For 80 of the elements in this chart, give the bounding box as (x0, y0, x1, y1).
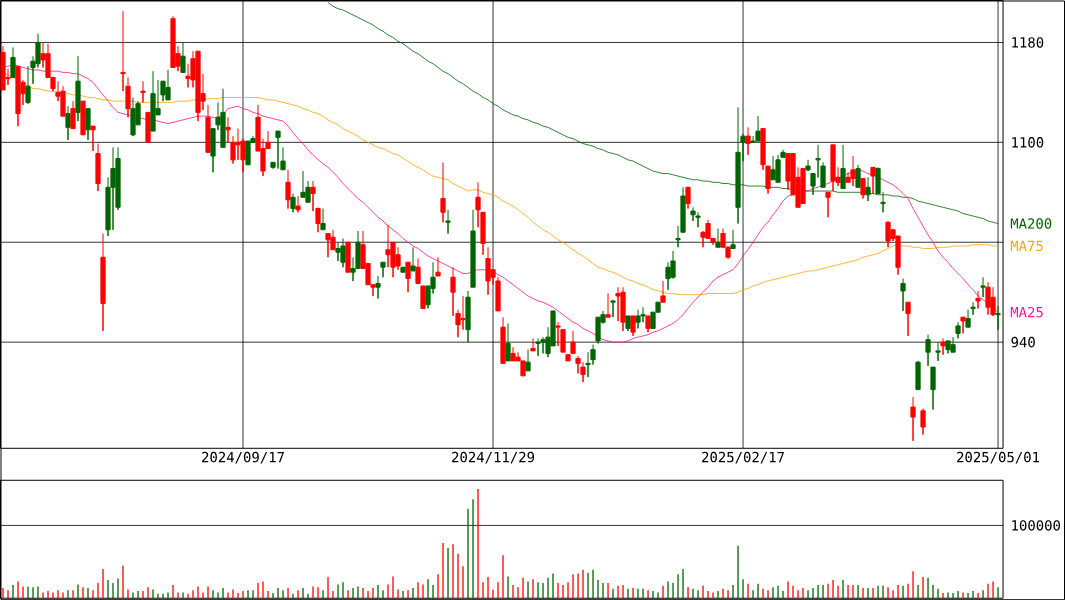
candlestick (870, 166, 876, 194)
candlestick (805, 159, 811, 172)
x-tick-label: 2024/09/17 (202, 451, 284, 464)
candlestick (445, 209, 451, 234)
candlestick (830, 144, 836, 192)
candlestick (205, 104, 211, 153)
candlestick (180, 41, 186, 73)
candlestick (915, 360, 921, 390)
candlestick (860, 177, 866, 199)
candlestick (65, 105, 71, 141)
candlestick (70, 100, 76, 129)
candlestick (660, 280, 666, 303)
candlestick (925, 334, 931, 367)
candlestick (970, 301, 976, 316)
candlestick (290, 192, 296, 213)
y-tick-label: 940 (1011, 336, 1035, 348)
candlestick (730, 229, 736, 249)
candlestick (940, 337, 946, 356)
candlestick (100, 232, 106, 332)
candlestick (645, 315, 651, 333)
y-tick-label: 1180 (1012, 37, 1044, 48)
candlestick (400, 266, 406, 273)
series-label: MA200 (1010, 218, 1052, 229)
candlestick (825, 191, 831, 218)
candlestick (920, 407, 926, 435)
candlestick (865, 176, 871, 202)
candlestick (225, 116, 231, 143)
candlestick (530, 337, 536, 352)
candlestick (905, 301, 911, 337)
candlestick (900, 277, 906, 312)
candlestick (960, 316, 966, 334)
candlestick (470, 209, 476, 288)
x-tick-label: 2025/05/01 (957, 451, 1040, 464)
x-tick-label: 2025/02/17 (702, 451, 784, 464)
series-label: MA75 (1010, 240, 1043, 252)
candlestick (955, 321, 961, 339)
candlestick (320, 207, 326, 231)
candlestick (140, 80, 146, 103)
candlestick (935, 341, 941, 362)
candlestick (685, 186, 691, 209)
candlestick (505, 322, 511, 362)
candlestick (440, 161, 446, 223)
candlestick (95, 142, 101, 192)
candlestick (375, 275, 381, 299)
candlestick (855, 164, 861, 188)
candlestick (715, 227, 721, 248)
candlestick (535, 337, 541, 357)
candlestick (610, 299, 616, 318)
candlestick (840, 144, 846, 189)
candlestick (245, 140, 251, 166)
candlestick (930, 366, 936, 410)
candlestick (295, 195, 301, 213)
candlestick (465, 290, 471, 343)
candlestick (435, 256, 441, 277)
candlestick (410, 246, 416, 272)
candlestick (85, 108, 91, 141)
candlestick (80, 100, 86, 136)
candlestick (630, 315, 636, 337)
candlestick (345, 241, 351, 273)
candlestick (500, 316, 506, 364)
candlestick (995, 305, 1001, 331)
candlestick (975, 290, 981, 309)
candlestick (625, 315, 631, 332)
candlestick (285, 169, 291, 209)
candlestick (405, 261, 411, 293)
candlestick (90, 125, 96, 152)
candlestick (525, 349, 531, 372)
y-tick-label: 1100 (1012, 136, 1044, 148)
candlestick (10, 46, 16, 78)
x-tick-label: 2024/11/29 (452, 451, 535, 464)
candlestick (75, 55, 81, 122)
candlestick (605, 292, 611, 318)
candlestick (980, 276, 986, 298)
candlestick (380, 261, 386, 278)
series-label: MA25 (1010, 306, 1043, 318)
candlestick (745, 126, 751, 156)
candlestick (910, 396, 916, 442)
candlestick (145, 111, 151, 143)
candlestick (965, 309, 971, 328)
y-tick-label: 100000 (1012, 520, 1061, 531)
